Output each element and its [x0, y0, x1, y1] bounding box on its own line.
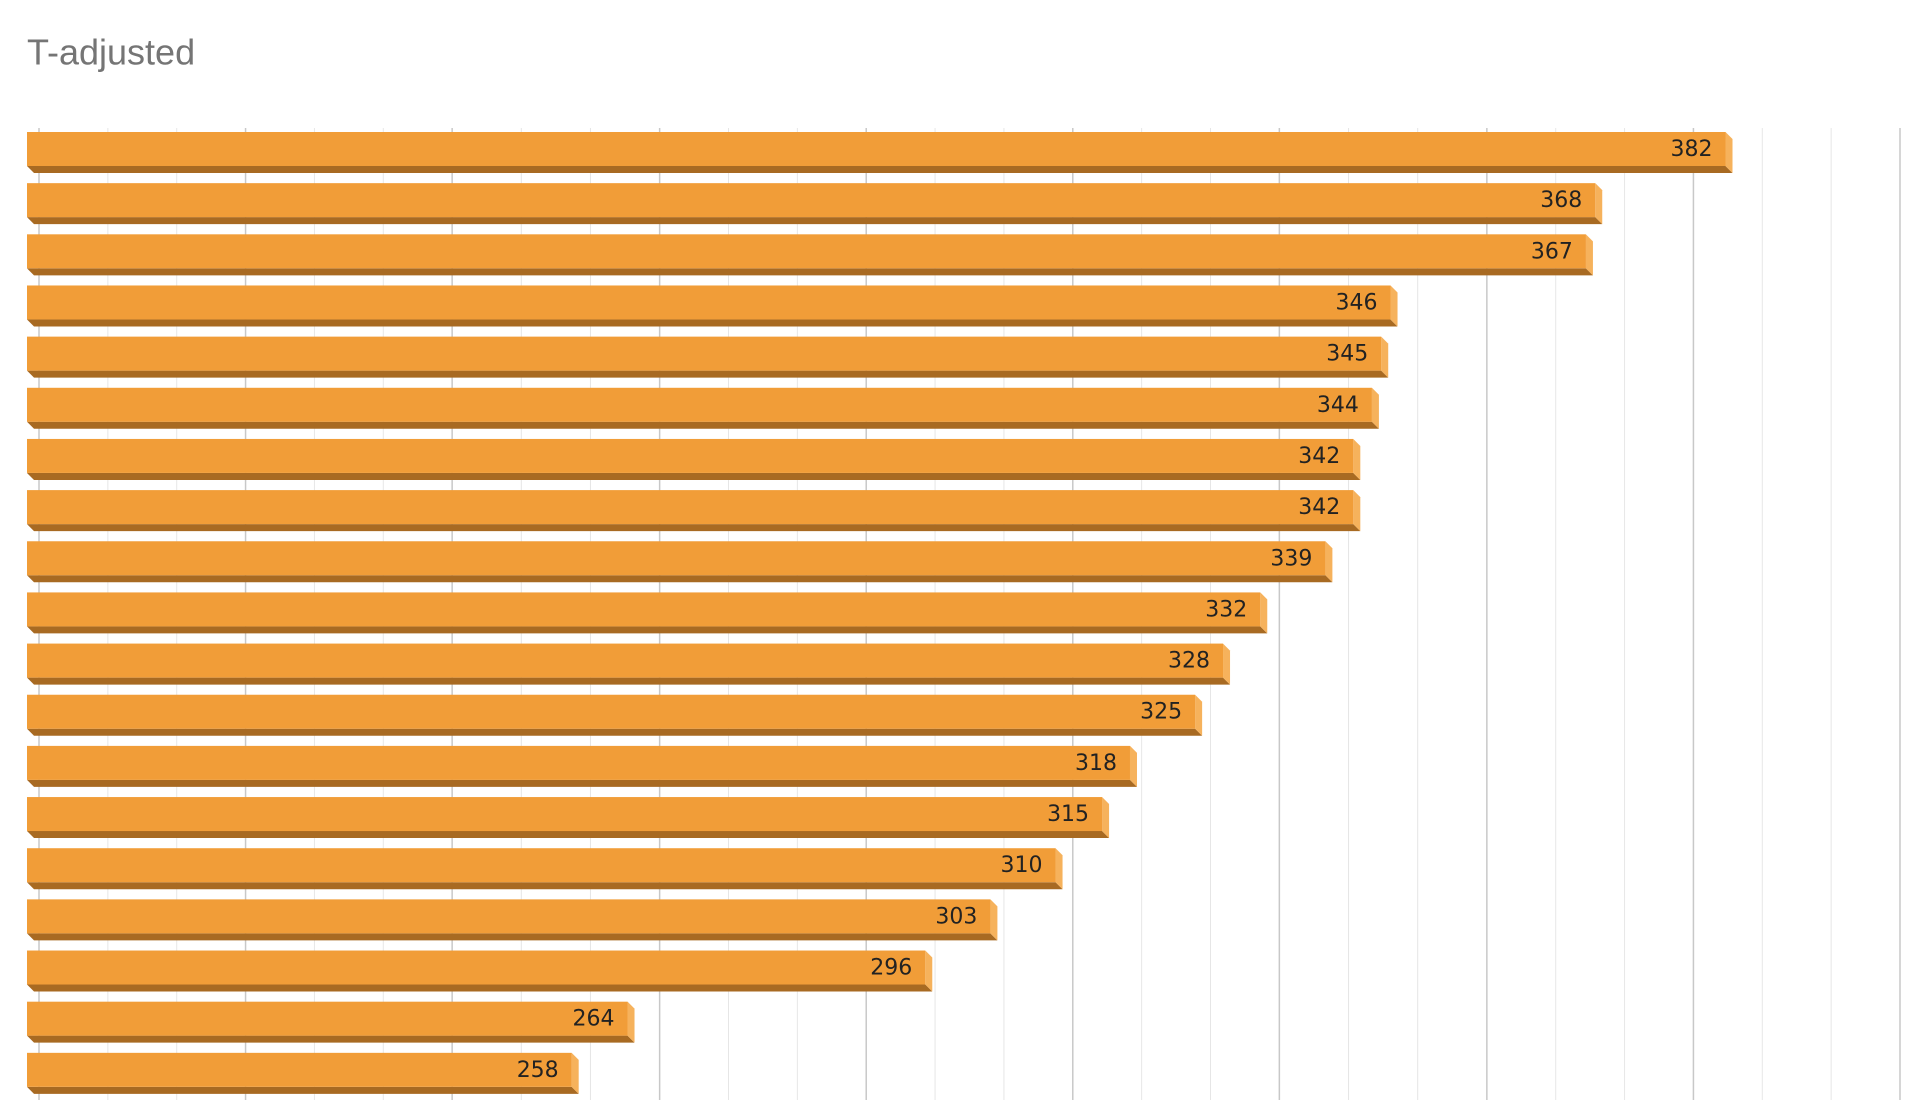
bar-front-face	[27, 592, 1261, 627]
value-label: 346	[1336, 290, 1378, 315]
bar	[27, 387, 1379, 429]
bar	[27, 592, 1268, 634]
bar-bottom-face	[27, 370, 1389, 378]
bar-side-face	[1260, 592, 1268, 634]
bar-side-face	[990, 899, 998, 941]
bar-side-face	[1595, 183, 1603, 225]
value-label: 315	[1047, 802, 1089, 827]
bar-front-face	[27, 950, 926, 985]
bar-side-face	[627, 1001, 635, 1043]
bar-front-face	[27, 285, 1391, 320]
bar-front-face	[27, 541, 1326, 576]
bar-bottom-face	[27, 984, 933, 992]
bar-bottom-face	[27, 217, 1603, 225]
bar-front-face	[27, 183, 1596, 218]
bar-front-face	[27, 643, 1224, 678]
bar-bottom-face	[27, 882, 1063, 890]
bar-bottom-face	[27, 1086, 579, 1094]
bar-bottom-face	[27, 575, 1333, 583]
bar	[27, 183, 1603, 225]
bar-side-face	[1725, 132, 1733, 173]
bar	[27, 234, 1593, 276]
bar-front-face	[27, 848, 1056, 883]
bar	[27, 694, 1203, 736]
bar-front-face	[27, 234, 1586, 269]
bar-front-face	[27, 694, 1196, 729]
bar-bottom-face	[27, 268, 1593, 276]
bar-bottom-face	[27, 933, 998, 941]
bar-bottom-face	[27, 677, 1231, 685]
bar-front-face	[27, 387, 1372, 422]
bar-side-face	[1381, 336, 1389, 378]
bar-bottom-face	[27, 524, 1361, 532]
bar	[27, 745, 1137, 787]
value-label: 318	[1075, 751, 1117, 776]
bar-side-face	[1055, 848, 1063, 890]
bar-side-face	[1223, 643, 1231, 685]
value-label: 344	[1317, 393, 1359, 418]
bar	[27, 848, 1063, 890]
bar-side-face	[1371, 387, 1379, 429]
bar-bottom-face	[27, 421, 1379, 429]
bar	[27, 490, 1361, 532]
bar-front-face	[27, 899, 991, 934]
value-label: 368	[1540, 188, 1582, 213]
bar-front-face	[27, 1052, 572, 1087]
bar-front-face	[27, 1001, 628, 1036]
bar-bottom-face	[27, 779, 1137, 787]
value-label: 258	[517, 1058, 559, 1083]
bar-bottom-face	[27, 166, 1733, 173]
value-label: 332	[1205, 597, 1247, 622]
value-label: 382	[1671, 137, 1713, 162]
value-label: 342	[1298, 444, 1340, 469]
bar-front-face	[27, 438, 1354, 473]
value-label: 342	[1298, 495, 1340, 520]
chart-title: T-adjusted	[27, 32, 195, 73]
value-label: 328	[1168, 649, 1210, 674]
bar	[27, 541, 1333, 583]
bar-side-face	[1129, 745, 1137, 787]
bar-side-face	[1195, 694, 1203, 736]
value-label: 345	[1326, 342, 1368, 367]
bar	[27, 336, 1389, 378]
bar-side-face	[925, 950, 933, 992]
bar	[27, 1052, 579, 1094]
bar-bottom-face	[27, 728, 1203, 736]
bar-side-face	[1390, 285, 1398, 327]
bar-front-face	[27, 336, 1382, 371]
value-label: 296	[870, 956, 912, 981]
bar	[27, 950, 933, 992]
bar-front-face	[27, 490, 1354, 525]
bar-front-face	[27, 797, 1103, 832]
bar-side-face	[1102, 797, 1110, 839]
value-label: 339	[1270, 546, 1312, 571]
value-label: 367	[1531, 239, 1573, 264]
bar	[27, 1001, 635, 1043]
value-label: 303	[935, 904, 977, 929]
value-label: 310	[1001, 853, 1043, 878]
bar-side-face	[1353, 490, 1361, 532]
bar-front-face	[27, 745, 1130, 780]
bar-side-face	[1585, 234, 1593, 276]
bar-bottom-face	[27, 831, 1110, 839]
bar	[27, 899, 998, 941]
bar	[27, 285, 1398, 327]
bar	[27, 132, 1733, 173]
bar-bottom-face	[27, 626, 1268, 634]
value-label: 325	[1140, 700, 1182, 725]
bar	[27, 797, 1110, 839]
bar-bottom-face	[27, 319, 1398, 327]
bar	[27, 643, 1231, 685]
bar-side-face	[1325, 541, 1333, 583]
bar-front-face	[27, 132, 1726, 166]
bar	[27, 438, 1361, 480]
value-label: 264	[573, 1007, 615, 1032]
bar-side-face	[1353, 438, 1361, 480]
bar-bottom-face	[27, 472, 1361, 480]
bar-bottom-face	[27, 1035, 635, 1043]
bar-side-face	[571, 1052, 579, 1094]
